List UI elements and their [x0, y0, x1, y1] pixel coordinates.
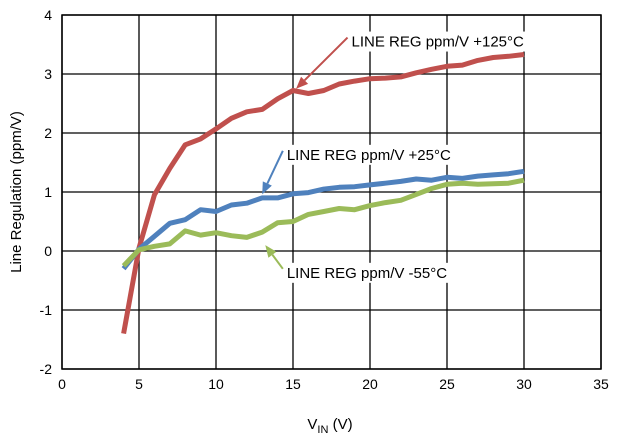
annotation-label: LINE REG ppm/V +25°C [287, 147, 451, 164]
x-tick-label: 0 [58, 376, 66, 392]
annotation-arrow-head [265, 245, 277, 258]
grid [61, 14, 602, 370]
x-axis-title: VIN (V) [307, 416, 352, 436]
x-tick-label: 30 [516, 376, 532, 392]
x-axis-title-sub: IN [317, 424, 328, 436]
annotation-label: LINE REG ppm/V +125°C [352, 34, 524, 51]
series-line-2 [121, 168, 525, 271]
series-line-3 [121, 177, 525, 268]
y-tick-label: 0 [44, 243, 52, 259]
annotation-arrow-head [296, 76, 309, 89]
annotation-arrow-line [266, 150, 284, 184]
y-axis-title: Line Regulation (ppm/V) [8, 111, 25, 273]
y-tick-label: 1 [44, 184, 52, 200]
y-tick-label: 3 [44, 66, 52, 82]
annotation-arrow-line [303, 36, 349, 81]
annotation-label: LINE REG ppm/V -55°C [287, 265, 447, 282]
x-tick-label: 10 [208, 376, 224, 392]
x-tick-label: 15 [285, 376, 301, 392]
annotation-arrow-line [271, 254, 284, 270]
annotation-background [284, 262, 450, 283]
y-tick-label: 2 [44, 125, 52, 141]
x-axis-title-main: V [307, 416, 317, 433]
annotation-background [284, 144, 453, 165]
y-tick-label: -2 [40, 361, 53, 377]
series-lines [121, 52, 525, 335]
y-tick-label: -1 [40, 302, 53, 318]
tick-labels: 0 5 10 15 20 25 30 35 -2 -1 0 1 2 3 4 [40, 7, 609, 392]
x-tick-label: 35 [593, 376, 609, 392]
x-tick-label: 5 [135, 376, 143, 392]
annotation-arrow-head [262, 181, 272, 195]
x-axis-title-unit: (V) [328, 416, 352, 433]
y-tick-label: 4 [44, 7, 52, 23]
x-tick-label: 20 [362, 376, 378, 392]
plot-frame [61, 14, 602, 370]
series-line-1 [121, 52, 525, 335]
x-tick-label: 25 [439, 376, 455, 392]
annotation-background [349, 31, 526, 52]
annotations: LINE REG ppm/V +125°C LINE REG ppm/V +25°… [262, 31, 526, 283]
